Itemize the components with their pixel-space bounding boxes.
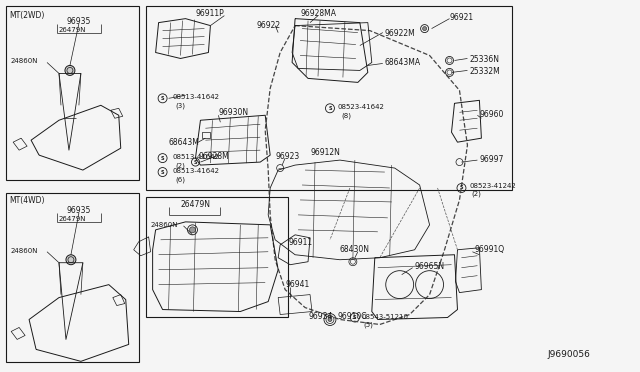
Text: (3): (3) [175, 102, 186, 109]
Text: 26479N: 26479N [180, 200, 211, 209]
Text: 08523-41642: 08523-41642 [338, 104, 385, 110]
Text: (2): (2) [175, 162, 186, 169]
Text: 96928M: 96928M [198, 152, 229, 161]
Circle shape [189, 227, 195, 233]
Text: 96934: 96934 [308, 311, 332, 321]
Text: 26479N: 26479N [59, 26, 86, 33]
Bar [146, 6, 512, 190]
Text: 68643M: 68643M [168, 138, 200, 147]
Text: S: S [328, 106, 332, 111]
Text: MT(2WD): MT(2WD) [9, 11, 45, 20]
Text: 96922: 96922 [256, 20, 280, 30]
Text: 96910C: 96910C [338, 311, 367, 321]
Text: S: S [460, 186, 463, 190]
Text: (2): (2) [472, 191, 481, 198]
Text: 25336N: 25336N [469, 55, 499, 64]
Text: (6): (6) [175, 176, 186, 183]
Circle shape [66, 255, 76, 265]
Text: 24860N: 24860N [10, 248, 38, 254]
Text: 96911: 96911 [288, 238, 312, 247]
Text: 96935: 96935 [67, 206, 91, 215]
Text: 96935: 96935 [67, 17, 91, 26]
Bar [146, 197, 288, 317]
Text: 08513-41642: 08513-41642 [173, 94, 220, 100]
Circle shape [65, 65, 75, 76]
Text: J9690056: J9690056 [547, 350, 590, 359]
Text: (8): (8) [341, 112, 351, 119]
Text: 08513-41642: 08513-41642 [173, 168, 220, 174]
Text: 08513-41642: 08513-41642 [173, 154, 220, 160]
Text: 24860N: 24860N [150, 222, 178, 228]
Text: 96923: 96923 [275, 152, 300, 161]
Text: 96997: 96997 [479, 155, 504, 164]
Text: 68643MA: 68643MA [385, 58, 421, 67]
Text: 96911P: 96911P [195, 9, 224, 17]
Text: 68430N: 68430N [340, 245, 370, 254]
Text: 25332M: 25332M [469, 67, 500, 76]
Text: 96941: 96941 [285, 280, 309, 289]
Text: (5): (5) [364, 321, 374, 328]
Text: 96965N: 96965N [415, 262, 445, 271]
Text: S: S [353, 315, 356, 320]
Text: 08523-41242: 08523-41242 [469, 183, 516, 189]
Circle shape [422, 26, 427, 31]
Text: 96922M: 96922M [385, 29, 415, 38]
Text: S: S [194, 160, 197, 164]
Text: 96960: 96960 [479, 110, 504, 119]
Text: 96921: 96921 [449, 13, 474, 22]
Text: 08543-51210: 08543-51210 [362, 314, 409, 320]
Text: 24860N: 24860N [10, 58, 38, 64]
Text: 96928MA: 96928MA [300, 9, 336, 17]
Text: 96912N: 96912N [310, 148, 340, 157]
Text: S: S [161, 170, 164, 174]
Text: S: S [161, 96, 164, 101]
Text: 96930N: 96930N [218, 108, 248, 117]
Bar [6, 193, 139, 362]
Text: S: S [161, 155, 164, 161]
Text: MT(4WD): MT(4WD) [9, 196, 45, 205]
Circle shape [328, 318, 332, 321]
Text: 26479N: 26479N [59, 216, 86, 222]
Bar [6, 6, 139, 180]
Text: 96991Q: 96991Q [474, 245, 504, 254]
